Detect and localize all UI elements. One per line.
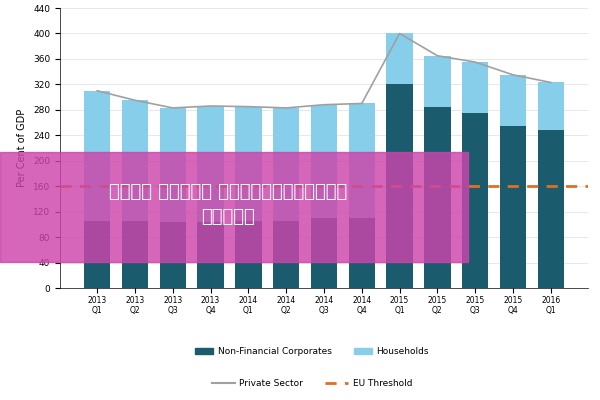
- Bar: [349, 218, 375, 288]
- Bar: [197, 222, 224, 288]
- Bar: [273, 221, 299, 288]
- Bar: [84, 221, 110, 288]
- Bar: [84, 91, 110, 221]
- Bar: [538, 130, 564, 288]
- Y-axis label: Per Cent of GDP: Per Cent of GDP: [17, 109, 28, 187]
- Legend: Private Sector, EU Threshold: Private Sector, EU Threshold: [208, 375, 416, 392]
- Bar: [122, 100, 148, 221]
- Bar: [160, 222, 186, 288]
- Bar: [500, 126, 526, 288]
- Bar: [235, 107, 262, 221]
- Bar: [122, 221, 148, 288]
- Bar: [462, 62, 488, 113]
- Bar: [386, 34, 413, 84]
- Bar: [538, 82, 564, 130]
- Bar: [500, 75, 526, 126]
- Bar: [424, 56, 451, 107]
- Bar: [462, 113, 488, 288]
- Bar: [160, 108, 186, 222]
- Bar: [424, 107, 451, 288]
- Legend: Non-Financial Corporates, Households: Non-Financial Corporates, Households: [191, 343, 433, 360]
- Bar: [197, 106, 224, 222]
- Text: 爱配资网 江西銀行： 王菲米兰、何恩良获任独立
非执行董事: 爱配资网 江西銀行： 王菲米兰、何恩良获任独立 非执行董事: [109, 183, 347, 226]
- Bar: [311, 105, 337, 218]
- Bar: [349, 104, 375, 218]
- Bar: [311, 218, 337, 288]
- Bar: [273, 108, 299, 221]
- Bar: [235, 221, 262, 288]
- Bar: [386, 84, 413, 288]
